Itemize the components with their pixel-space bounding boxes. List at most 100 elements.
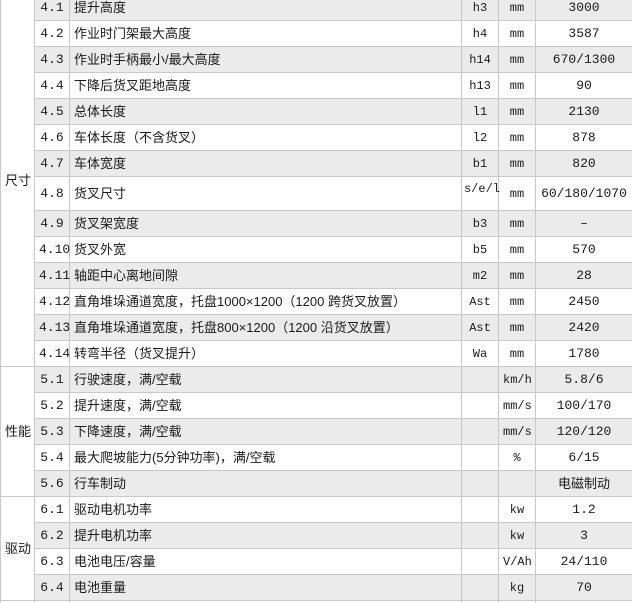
row-unit-cell: mm/s [498,392,536,419]
row-unit-cell: mm [498,314,536,341]
row-unit-cell: mm [498,150,536,177]
row-unit-cell: mm [498,210,536,237]
row-symbol-cell: Wa [461,340,499,367]
row-unit-cell: % [498,444,536,471]
table-row: 尺寸 4.1 提升高度 h3 mm 3000 [0,0,632,367]
row-number-cell: 4.7 [34,150,70,177]
row-value-cell: 6/15 [535,444,632,471]
row-unit-cell: V/Ah [498,548,536,575]
row-description-cell: 货叉外宽 [69,236,462,263]
row-value-cell: 28 [535,262,632,289]
row-symbol-cell [461,366,499,393]
row-value-cell: 24/110 [535,548,632,575]
row-number-cell: 5.1 [34,366,70,393]
row-number-cell: 5.2 [34,392,70,419]
row-number-cell: 6.3 [34,548,70,575]
row-value-cell: 100/170 [535,392,632,419]
row-description-cell: 直角堆垛通道宽度，托盘800×1200（1200 沿货叉放置） [69,314,462,341]
category-cell: 驱动 [0,496,35,601]
row-description-cell: 转弯半径（货叉提升） [69,340,462,367]
table-row: 其它7.3驱动控制方式AC [0,600,632,603]
row-symbol-cell [461,418,499,445]
row-value-cell: 820 [535,150,632,177]
row-number-cell: 4.12 [34,288,70,315]
row-description-cell: 最大爬坡能力(5分钟功率)，满/空载 [69,444,462,471]
row-description-cell: 电池重量 [69,574,462,601]
row-description-cell: 作业时门架最大高度 [69,20,462,47]
row-symbol-cell: s/e/l [461,176,500,211]
table-row: 6.4 电池重量 kg 70 [1,574,632,601]
row-description-cell: 轴距中心离地间隙 [69,262,462,289]
row-description-cell: 电池电压/容量 [69,548,462,575]
table-row: 性能 5.1 行驶速度，满/空载 km/h 5.8/6 [0,366,632,497]
row-number-cell: 5.3 [34,418,70,445]
row-description-cell: 驱动电机功率 [69,496,462,523]
row-number-cell: 6.1 [34,496,70,523]
row-symbol-cell [461,548,499,575]
row-value-cell: 1.2 [535,496,632,523]
row-unit-cell: mm [498,176,536,211]
row-description-cell: 作业时手柄最小/最大高度 [69,46,462,73]
row-number-cell: 6.4 [34,574,70,601]
row-number-cell: 4.6 [34,124,70,151]
table-row: 4.6 车体长度（不含货叉） l2 mm 878 [1,124,632,151]
row-number-cell: 4.8 [34,176,70,211]
row-number-cell: 4.9 [34,210,70,237]
row-value-cell: 3587 [535,20,632,47]
row-description-cell: 下降后货叉距地高度 [69,72,462,99]
row-value-cell: – [535,210,632,237]
table-row: 5.2 提升速度，满/空载 mm/s 100/170 [1,392,632,419]
row-symbol-cell: Ast [461,288,499,315]
row-description-cell: 提升电机功率 [69,522,462,549]
row-value-cell: 3 [535,522,632,549]
row-value-cell: 570 [535,236,632,263]
row-number-cell: 4.1 [34,0,70,21]
row-number-cell: 4.10 [34,236,70,263]
row-number-cell: 6.2 [34,522,70,549]
row-number-cell: 4.4 [34,72,70,99]
table-row: 4.13 直角堆垛通道宽度，托盘800×1200（1200 沿货叉放置） Ast mm… [1,314,632,341]
row-unit-cell: mm [498,262,536,289]
table-row: 5.3 下降速度，满/空载 mm/s 120/120 [1,418,632,445]
row-description-cell: 行车制动 [69,470,462,497]
row-symbol-cell: l1 [461,98,499,125]
row-unit-cell: mm [498,72,536,99]
table-row: 4.10 货叉外宽 b5 mm 570 [1,236,632,263]
row-value-cell: 120/120 [535,418,632,445]
row-description-cell: 提升高度 [69,0,462,21]
row-value-cell: 2130 [535,98,632,125]
table-row: 5.4 最大爬坡能力(5分钟功率)，满/空载% 6/15 [1,444,632,471]
row-unit-cell: km/h [498,366,536,393]
row-unit-cell: mm [498,288,536,315]
row-description-cell: 车体长度（不含货叉） [69,124,462,151]
row-symbol-cell: Ast [461,314,499,341]
row-unit-cell [498,470,536,497]
table-row: 4.11 轴距中心离地间隙 m2 mm 28 [1,262,632,289]
symbol-text: s/e/l [463,182,500,196]
row-description-cell: 货叉架宽度 [69,210,462,237]
row-unit-cell: kw [498,522,536,549]
table-row: 5.6 行车制动 电磁制动 [1,470,632,497]
row-symbol-cell [461,444,499,471]
row-number-cell: 4.5 [34,98,70,125]
table-row: 4.12 直角堆垛通道宽度，托盘1000×1200（1200 跨货叉放置） Ast m… [1,288,632,315]
row-number-cell: 5.6 [34,470,70,497]
row-value-cell: 电磁制动 [535,470,632,497]
table-row: 4.3 作业时手柄最小/最大高度 h14 mm 670/1300 [1,46,632,73]
row-symbol-cell: b5 [461,236,499,263]
row-unit-cell: mm [498,236,536,263]
table-row: 4.8 货叉尺寸 s/e/l mm 60/180/1070 [1,176,632,211]
table-row: 4.14 转弯半径（货叉提升） Wa mm 1780 [1,340,632,367]
table-row: 4.4 下降后货叉距地高度 h13 mm 90 [1,72,632,99]
table-row: 4.2 作业时门架最大高度 h4 mm 3587 [1,20,632,47]
row-value-cell: 670/1300 [535,46,632,73]
row-number-cell: 4.2 [34,20,70,47]
row-value-cell: 90 [535,72,632,99]
row-symbol-cell [461,574,499,601]
row-unit-cell: kg [498,574,536,601]
row-description-cell: 提升速度，满/空载 [69,392,462,419]
row-value-cell: 70 [535,574,632,601]
